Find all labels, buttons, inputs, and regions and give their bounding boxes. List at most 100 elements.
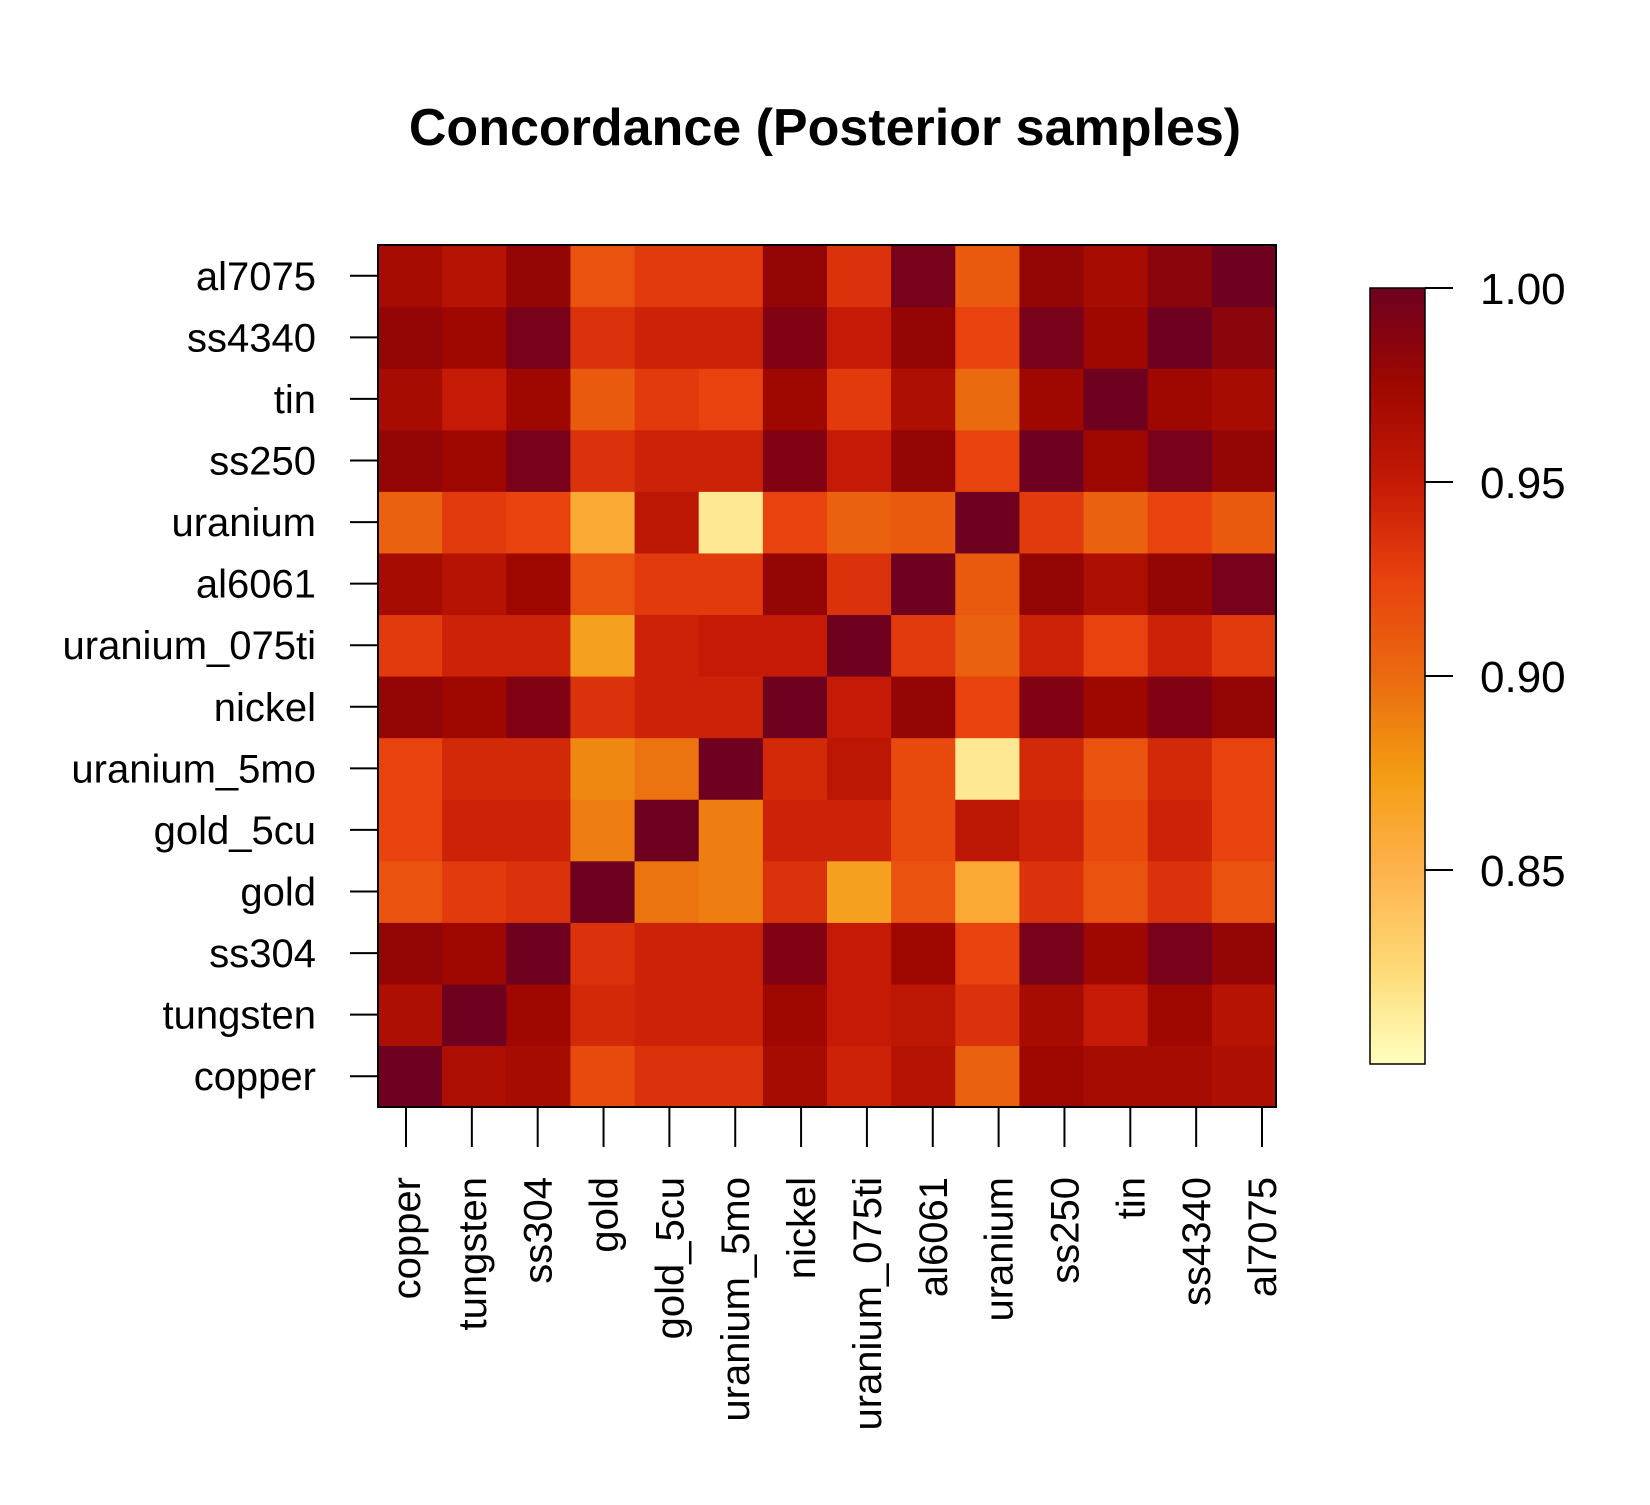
heatmap-cell (1147, 860, 1213, 923)
y-tick-label: al7075 (196, 255, 316, 299)
heatmap-cell (1147, 1045, 1213, 1108)
heatmap-cell (506, 922, 572, 985)
heatmap-cell (1019, 737, 1085, 800)
colorbar-tick-label: 0.85 (1480, 847, 1566, 896)
heatmap-cell (762, 429, 828, 492)
heatmap-cell (1083, 922, 1149, 985)
heatmap-cell (827, 1045, 892, 1108)
heatmap-cell (1147, 922, 1213, 985)
heatmap-cell (570, 306, 636, 369)
heatmap-cell (378, 799, 443, 862)
heatmap-cell (698, 306, 764, 369)
heatmap-cell (634, 676, 700, 739)
heatmap-cell (1211, 922, 1277, 985)
heatmap-cell (1211, 983, 1277, 1047)
heatmap-cell (442, 799, 507, 862)
heatmap-cell (1147, 245, 1213, 308)
x-tick-label: ss304 (517, 1177, 561, 1284)
heatmap-cell (1019, 491, 1085, 554)
heatmap-cell (1211, 491, 1277, 554)
heatmap-cell (506, 614, 572, 677)
heatmap-cell (891, 491, 956, 554)
heatmap-cell (891, 245, 956, 308)
heatmap-cell (506, 799, 572, 862)
heatmap-cell (634, 922, 700, 985)
x-tick-label: al7075 (1241, 1177, 1285, 1297)
x-tick-label: gold (583, 1177, 627, 1253)
heatmap-cell (442, 368, 507, 431)
y-tick-label: uranium_075ti (63, 624, 317, 668)
chart-title: Concordance (Posterior samples) (409, 99, 1241, 157)
heatmap-cell (1083, 552, 1149, 616)
heatmap-cell (1083, 614, 1149, 677)
heatmap-cells (378, 245, 1277, 1108)
heatmap-cell (442, 983, 507, 1047)
heatmap-cell (506, 737, 572, 800)
heatmap-cell (827, 922, 892, 985)
x-tick-label: tin (1109, 1177, 1153, 1219)
y-tick-label: nickel (214, 686, 316, 730)
heatmap-cell (634, 245, 700, 308)
heatmap-cell (570, 245, 636, 308)
heatmap-cell (762, 306, 828, 369)
heatmap-cell (955, 922, 1021, 985)
heatmap-cell (1211, 368, 1277, 431)
y-tick-label: uranium (171, 501, 316, 545)
heatmap-cell (1083, 368, 1149, 431)
heatmap-cell (1019, 983, 1085, 1047)
heatmap-cell (1147, 614, 1213, 677)
heatmap-cell (378, 860, 443, 923)
heatmap-cell (506, 245, 572, 308)
heatmap-cell (698, 799, 764, 862)
y-tick-label: copper (194, 1055, 316, 1099)
heatmap-cell (378, 306, 443, 369)
heatmap-cell (827, 860, 892, 923)
heatmap-cell (1019, 552, 1085, 616)
heatmap-cell (442, 860, 507, 923)
heatmap-cell (1019, 922, 1085, 985)
heatmap-cell (1147, 676, 1213, 739)
heatmap-cell (827, 368, 892, 431)
y-tick-label: uranium_5mo (71, 747, 316, 791)
heatmap-cell (1211, 860, 1277, 923)
heatmap-cell (955, 491, 1021, 554)
heatmap-cell (955, 737, 1021, 800)
heatmap-cell (378, 922, 443, 985)
heatmap-cell (570, 676, 636, 739)
heatmap-cell (891, 860, 956, 923)
heatmap-cell (378, 491, 443, 554)
y-tick-label: ss4340 (187, 316, 316, 360)
heatmap-cell (506, 860, 572, 923)
x-tick-label: tungsten (451, 1177, 495, 1330)
heatmap-cell (570, 799, 636, 862)
heatmap-cell (506, 368, 572, 431)
heatmap-cell (827, 245, 892, 308)
y-tick-label: gold_5cu (154, 809, 316, 853)
heatmap-cell (891, 676, 956, 739)
heatmap-cell (1083, 245, 1149, 308)
heatmap-cell (955, 368, 1021, 431)
heatmap-cell (570, 983, 636, 1047)
heatmap-cell (1083, 860, 1149, 923)
heatmap-cell (570, 491, 636, 554)
heatmap-cell (762, 552, 828, 616)
heatmap-cell (634, 737, 700, 800)
heatmap-cell (1019, 676, 1085, 739)
heatmap-cell (762, 1045, 828, 1108)
heatmap-cell (570, 1045, 636, 1108)
heatmap-cell (891, 983, 956, 1047)
heatmap-cell (570, 614, 636, 677)
heatmap-cell (891, 429, 956, 492)
heatmap-cell (955, 245, 1021, 308)
heatmap-cell (378, 245, 443, 308)
heatmap-cell (1147, 429, 1213, 492)
heatmap-cell (1147, 737, 1213, 800)
heatmap-cell (1019, 614, 1085, 677)
heatmap-cell (1083, 306, 1149, 369)
heatmap-cell (378, 368, 443, 431)
x-tick-label: uranium_5mo (714, 1177, 758, 1422)
heatmap-cell (1019, 799, 1085, 862)
heatmap-cell (506, 1045, 572, 1108)
